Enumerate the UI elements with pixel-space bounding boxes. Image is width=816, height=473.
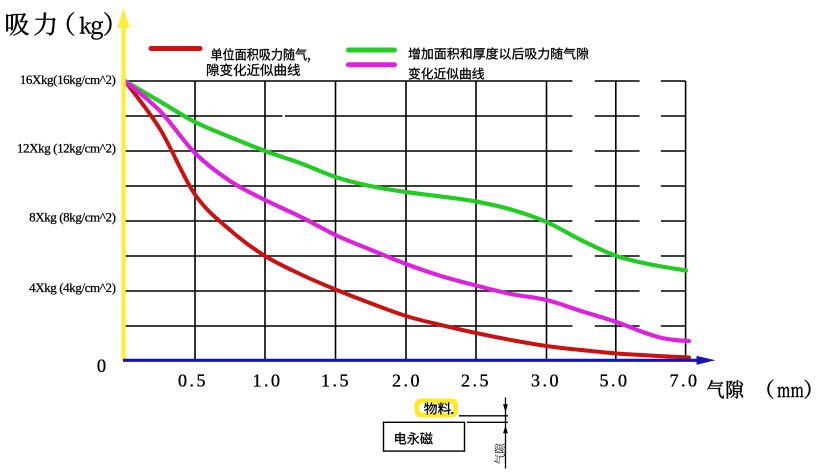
svg-text:16Xkg(16kg/cm^2): 16Xkg(16kg/cm^2) [20, 72, 116, 87]
svg-text:1.5: 1.5 [321, 371, 351, 391]
svg-text:0.5: 0.5 [178, 371, 208, 391]
svg-text:12Xkg (12kg/cm^2): 12Xkg (12kg/cm^2) [17, 141, 116, 156]
svg-text:4Xkg (4kg/cm^2): 4Xkg (4kg/cm^2) [29, 280, 115, 295]
svg-text:5.0: 5.0 [600, 371, 630, 391]
svg-text:0: 0 [97, 357, 106, 377]
svg-text:2.0: 2.0 [392, 371, 422, 391]
svg-text:1.0: 1.0 [253, 371, 283, 391]
svg-text:7.0: 7.0 [670, 371, 700, 391]
svg-text:2.5: 2.5 [461, 371, 491, 391]
svg-text:8Xkg (8kg/cm^2): 8Xkg (8kg/cm^2) [29, 210, 115, 225]
svg-text:3.0: 3.0 [531, 371, 561, 391]
